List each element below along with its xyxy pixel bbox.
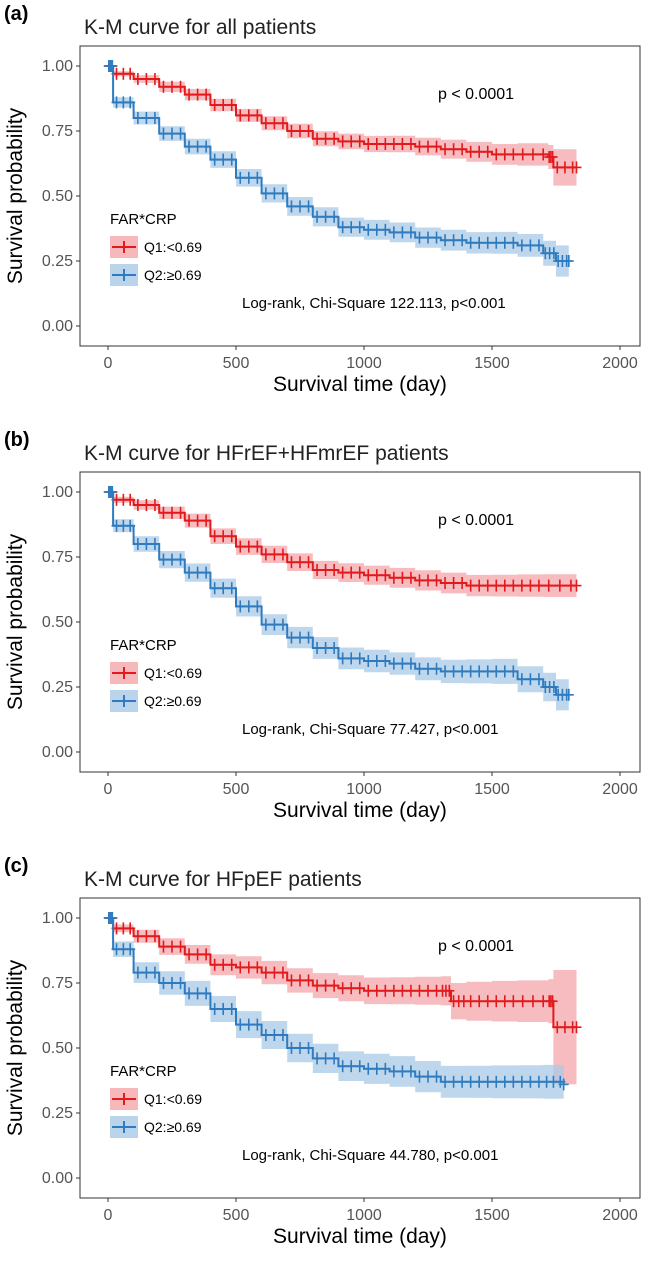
km-panel-c: (c) K-M curve for HFpEF patients 0.00 0.25 0… [4,855,641,1248]
legend: FAR*CRP Q1:<0.69 Q2:≥0.69 [110,637,202,712]
legend-entry: Q1:<0.69 [144,1091,202,1107]
p-value-label: p < 0.0001 [438,512,514,529]
y-tick-label: 0.00 [42,744,73,761]
x-tick-label: 1500 [474,781,510,798]
legend-title: FAR*CRP [110,637,177,654]
series-q1 [103,912,582,1085]
x-tick-label: 2000 [602,1207,638,1224]
x-tick-label: 500 [223,355,250,372]
y-tick-label: 0.50 [42,614,73,631]
legend-entry: Q1:<0.69 [144,239,202,255]
y-tick-label: 1.00 [42,484,73,501]
y-tick-label: 1.00 [42,910,73,927]
x-tick-label: 500 [223,781,250,798]
logrank-stat: Log-rank, Chi-Square 122.113, p<0.001 [242,295,506,312]
y-tick-label: 0.50 [42,188,73,205]
legend-title: FAR*CRP [110,1063,177,1080]
chart-title: K-M curve for all patients [84,16,316,39]
y-axis-title: Survival probability [4,107,27,284]
chart-title: K-M curve for HFpEF patients [84,868,362,891]
y-tick-label: 0.00 [42,1170,73,1187]
p-value-label: p < 0.0001 [438,938,514,955]
y-tick-label: 0.25 [42,1105,73,1122]
x-tick-label: 2000 [602,355,638,372]
plot-area [79,471,641,773]
legend: FAR*CRP Q1:<0.69 Q2:≥0.69 [110,1063,202,1138]
x-tick-label: 1000 [346,781,382,798]
y-tick-label: 0.75 [42,975,73,992]
km-panel-a: (a) K-M curve for all patients 0.00 0.25 0.5… [4,3,641,396]
panel-label: (b) [4,429,30,451]
x-tick-label: 0 [104,355,113,372]
confidence-band [108,918,577,1085]
legend-title: FAR*CRP [110,211,177,228]
legend-entry: Q2:≥0.69 [144,693,202,709]
confidence-band [108,492,569,711]
x-axis-title: Survival time (day) [273,799,447,822]
confidence-band [108,66,569,277]
x-tick-label: 1000 [346,355,382,372]
y-tick-label: 0.25 [42,679,73,696]
series-q2 [103,60,574,277]
y-axis-title: Survival probability [4,959,27,1136]
legend-entry: Q1:<0.69 [144,665,202,681]
km-panel-b: (b) K-M curve for HFrEF+HFmrEF patients 0.… [4,429,641,822]
x-tick-label: 0 [104,1207,113,1224]
confidence-band [108,918,564,1102]
panel-label: (c) [4,855,28,877]
confidence-band [108,66,577,186]
x-axis-title: Survival time (day) [273,1225,447,1248]
y-tick-label: 0.50 [42,1040,73,1057]
series-q1 [103,486,582,598]
x-tick-label: 500 [223,1207,250,1224]
legend: FAR*CRP Q1:<0.69 Q2:≥0.69 [110,211,202,286]
x-tick-label: 1500 [474,355,510,372]
y-tick-label: 1.00 [42,58,73,75]
y-tick-label: 0.75 [42,123,73,140]
x-tick-label: 2000 [602,781,638,798]
x-axis-title: Survival time (day) [273,373,447,396]
y-tick-label: 0.00 [42,318,73,335]
p-value-label: p < 0.0001 [438,86,514,103]
x-tick-label: 1500 [474,1207,510,1224]
x-tick-label: 1000 [346,1207,382,1224]
y-tick-label: 0.25 [42,253,73,270]
panel-label: (a) [4,3,28,25]
series-q1 [103,60,582,186]
logrank-stat: Log-rank, Chi-Square 77.427, p<0.001 [242,721,498,738]
x-tick-label: 0 [104,781,113,798]
plot-area [79,45,641,347]
y-axis-title: Survival probability [4,533,27,710]
legend-entry: Q2:≥0.69 [144,1119,202,1135]
logrank-stat: Log-rank, Chi-Square 44.780, p<0.001 [242,1147,498,1164]
series-q2 [103,486,574,711]
series-q2 [103,912,569,1102]
y-tick-label: 0.75 [42,549,73,566]
chart-title: K-M curve for HFrEF+HFmrEF patients [84,442,449,465]
legend-entry: Q2:≥0.69 [144,267,202,283]
